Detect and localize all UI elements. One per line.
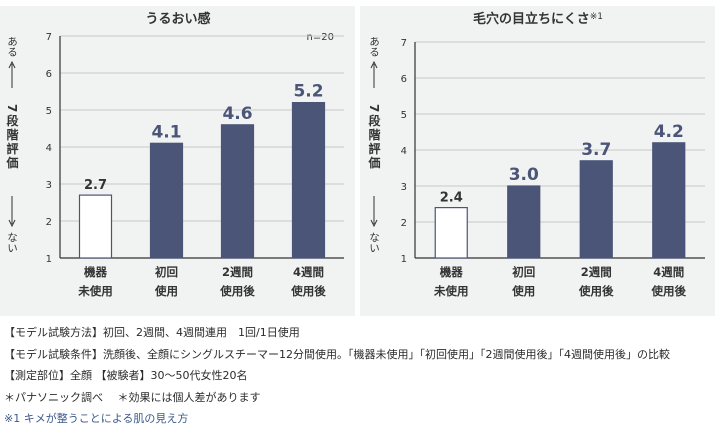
x-tick-label: 4週間 [293,265,324,279]
y-tick-label: 7 [401,38,407,49]
x-tick-label: 初回 [512,265,535,279]
bar [291,101,326,259]
data-label: 4.6 [222,104,252,124]
y-label-bottom: ない [6,232,18,253]
data-label: 3.0 [509,165,539,185]
chart-title-text: うるおい感 [145,11,210,27]
x-tick-label: 使用後 [578,284,614,298]
x-tick-label: 使用後 [219,284,255,298]
sample-size-note: n=20 [307,32,334,43]
chart-title: 毛穴の目立ちにくさ※1 [473,11,603,27]
y-label-middle: 7段階評価 [5,104,19,170]
y-tick-label: 2 [46,217,52,228]
y-label-arrowhead-down [370,219,378,228]
chart-panel-pore: 毛穴の目立ちにくさ※1 1 2 3 4 5 6 7 ある 7段階評価ない 2.4 機器未使用 3.0 初回… [360,6,715,316]
y-label-bottom: ない [368,232,380,253]
y-tick-label: 4 [46,143,52,154]
x-tick-label: 4週間 [653,265,684,279]
y-label-arrowhead-up [370,60,378,69]
x-tick-label: 2週間 [581,265,612,279]
y-tick-label: 3 [401,182,407,193]
x-tick-label: 使用 [511,284,535,298]
bar [507,185,541,259]
data-label: 4.2 [654,122,684,142]
y-label-top: ある [6,36,18,57]
note-disclaimer: ＊パナソニック調べ ＊効果には個人差があります [4,390,261,404]
y-label-middle: 7段階評価 [367,104,381,170]
y-label-arrowhead-up [8,60,16,69]
bar [652,142,686,259]
x-tick-label: 初回 [155,265,178,279]
x-tick-label: 使用後 [651,284,687,298]
bar [78,194,113,259]
x-tick-label: 機器 [84,265,107,279]
note-test-method: 【モデル試験方法】初回、2週間、4週間連用 1回/1日使用 [4,326,300,339]
y-tick-label: 5 [401,110,407,121]
y-tick-label: 4 [401,146,407,157]
test-notes: 【モデル試験方法】初回、2週間、4週間連用 1回/1日使用 【モデル試験条件】洗… [4,322,712,430]
chart-panel-moisture: うるおい感 n=20 1 2 3 4 5 6 7 ある 7段階評価ない 2.7 機器未使用 4.1 初回使用… [0,6,355,316]
y-tick-label: 3 [46,180,52,191]
x-tick-label: 2週間 [222,265,253,279]
x-tick-label: 使用 [154,284,178,298]
y-tick-label: 1 [401,254,407,265]
bar [579,160,613,259]
y-label-arrowhead-down [8,219,16,228]
x-tick-label: 未使用 [77,284,113,298]
data-label: 5.2 [293,82,323,102]
note-subjects: 【測定部位】全顔 【被験者】30～50代女性20名 [4,369,248,382]
data-label: 2.7 [84,178,107,193]
y-tick-label: 2 [401,218,407,229]
note-test-conditions: 【モデル試験条件】洗顔後、全顔にシングルスチーマー12分間使用。「機器未使用」「… [4,347,670,361]
data-label: 4.1 [151,122,181,142]
footnote-pore: ※1 キメが整うことによる肌の見え方 [4,412,189,425]
chart-title: うるおい感 [145,11,210,27]
y-tick-label: 6 [401,74,407,85]
data-label: 3.7 [581,140,611,160]
y-label-top: ある [368,36,380,57]
y-tick-label: 1 [46,254,52,265]
bar [434,207,468,259]
chart-title-text: 毛穴の目立ちにくさ [473,11,590,27]
data-label: 2.4 [440,191,463,206]
y-tick-label: 6 [46,69,52,80]
y-tick-label: 7 [46,32,52,43]
x-tick-label: 使用後 [290,284,326,298]
bar [220,124,255,259]
bar [149,142,184,259]
chart-title-note: ※1 [590,12,603,22]
y-tick-label: 5 [46,106,52,117]
x-tick-label: 機器 [440,265,463,279]
x-tick-label: 未使用 [433,284,469,298]
